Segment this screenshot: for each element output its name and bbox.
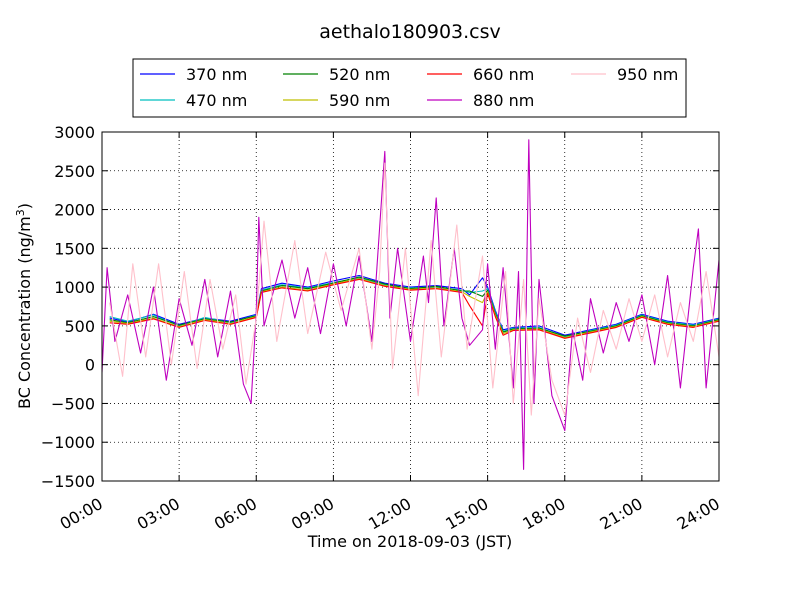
legend-label-2: 520 nm (329, 65, 390, 84)
chart-title: aethalo180903.csv (319, 21, 501, 43)
y-tick-labels: 3000 2500 2000 1500 1000 500 0 −500 −1000 −1500 (41, 123, 95, 491)
y-axis-label-base: BC Concentration (ng/m (15, 216, 34, 409)
x-axis-label: Time on 2018-09-03 (JST) (307, 532, 512, 551)
legend: 370 nm 470 nm 520 nm 590 nm 660 nm 880 nm 950 … (132, 58, 687, 118)
y-tick-label: 2500 (54, 162, 95, 181)
y-tick-label: −500 (51, 394, 95, 413)
y-tick-label: 3000 (54, 123, 95, 142)
legend-label-1: 470 nm (186, 91, 247, 110)
y-tick-label: 500 (64, 317, 95, 336)
plot-area (102, 139, 719, 470)
y-tick-label: 1500 (54, 239, 95, 258)
series-line-6 (109, 162, 719, 416)
y-tick-label: 2000 (54, 201, 95, 220)
y-axis-label-tail: ) (15, 203, 34, 209)
legend-box (132, 58, 687, 118)
legend-label-5: 880 nm (473, 91, 534, 110)
y-tick-label: −1000 (41, 433, 95, 452)
legend-label-6: 950 nm (617, 65, 678, 84)
legend-label-4: 660 nm (473, 65, 534, 84)
y-tick-label: 0 (85, 356, 95, 375)
y-tick-label: −1500 (41, 472, 95, 491)
legend-label-3: 590 nm (329, 91, 390, 110)
y-tick-label: 1000 (54, 278, 95, 297)
y-axis-label: BC Concentration (ng/m3) (14, 203, 34, 409)
y-axis-label-superscript: 3 (14, 209, 27, 216)
axis-ticks (101, 131, 720, 482)
series-lines (102, 139, 719, 470)
legend-label-0: 370 nm (186, 65, 247, 84)
